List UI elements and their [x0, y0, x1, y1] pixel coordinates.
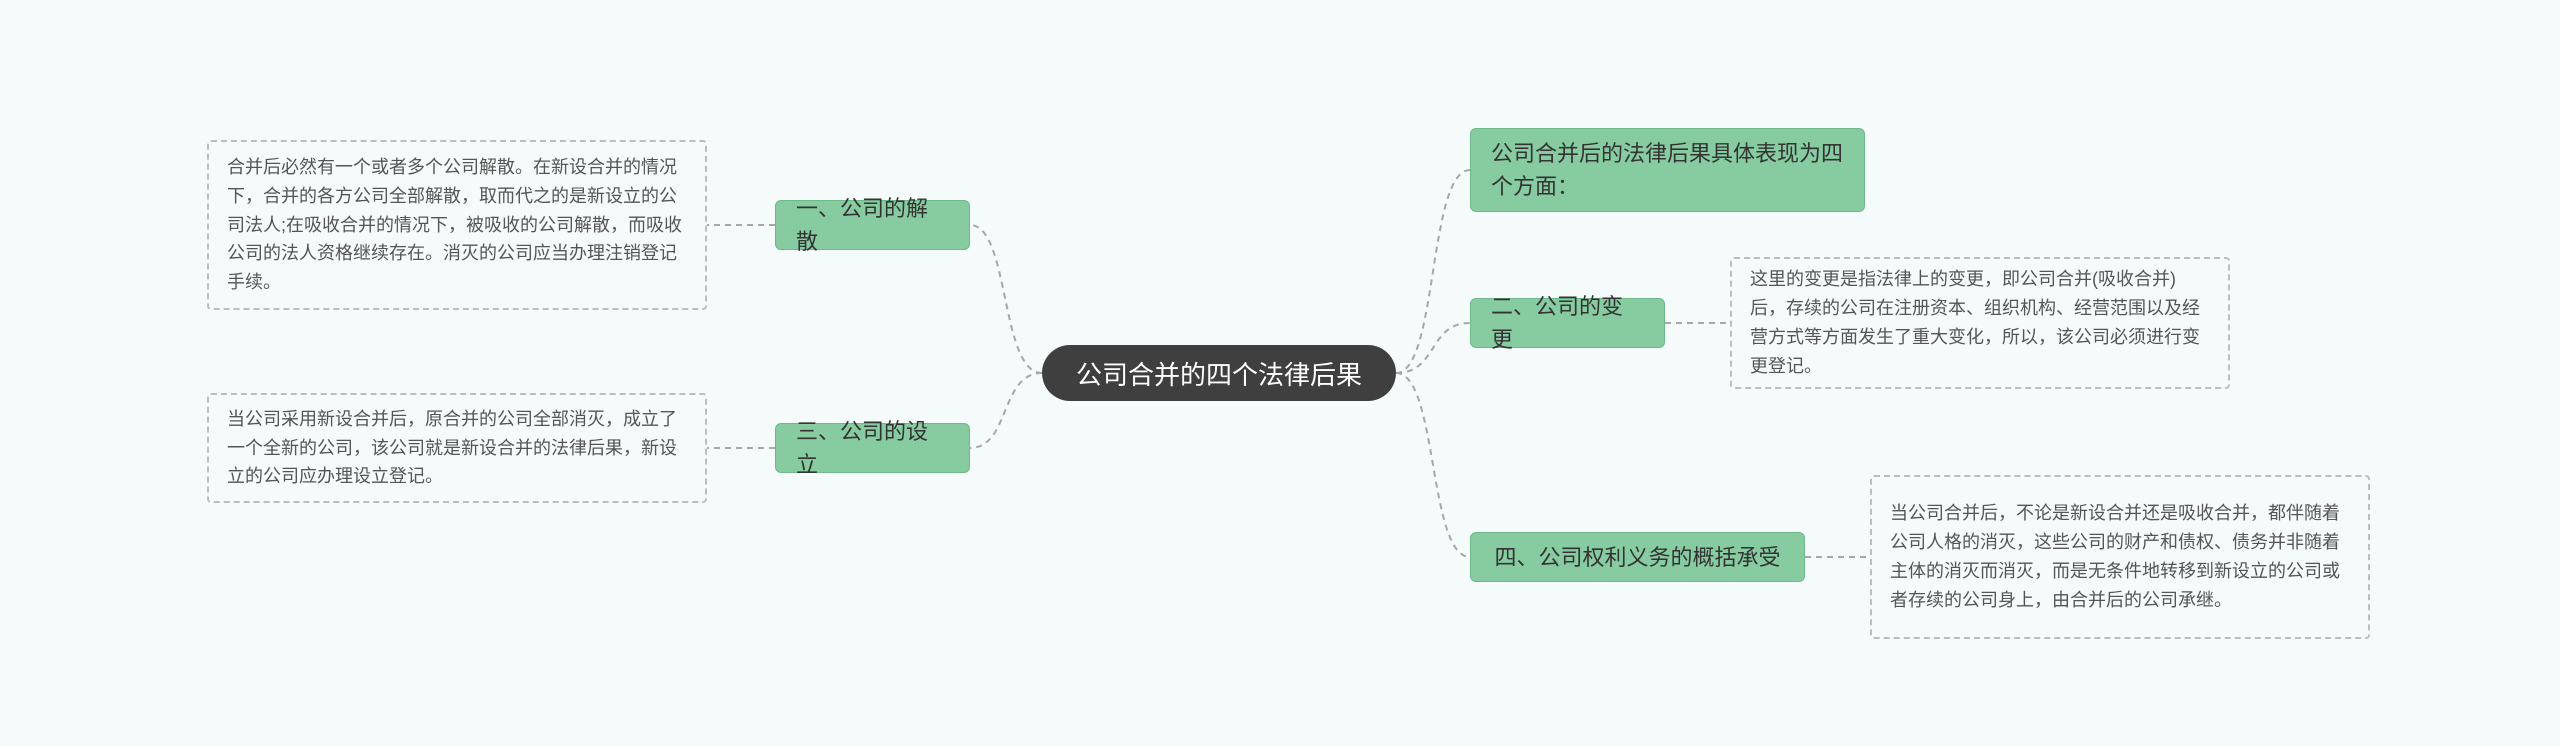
branch-3: 三、公司的设立	[775, 423, 970, 473]
branch-4-label: 四、公司权利义务的概括承受	[1494, 541, 1780, 574]
branch-intro-label: 公司合并后的法律后果具体表现为四个方面：	[1491, 137, 1844, 203]
leaf-4: 当公司合并后，不论是新设合并还是吸收合并，都伴随着公司人格的消灭，这些公司的财产…	[1870, 475, 2370, 639]
leaf-2: 这里的变更是指法律上的变更，即公司合并(吸收合并)后，存续的公司在注册资本、组织…	[1730, 257, 2230, 389]
branch-1: 一、公司的解散	[775, 200, 970, 250]
branch-intro: 公司合并后的法律后果具体表现为四个方面：	[1470, 128, 1865, 212]
leaf-1: 合并后必然有一个或者多个公司解散。在新设合并的情况下，合并的各方公司全部解散，取…	[207, 140, 707, 310]
branch-2: 二、公司的变更	[1470, 298, 1665, 348]
root-node: 公司合并的四个法律后果	[1042, 345, 1396, 401]
branch-1-label: 一、公司的解散	[796, 192, 949, 258]
leaf-4-text: 当公司合并后，不论是新设合并还是吸收合并，都伴随着公司人格的消灭，这些公司的财产…	[1890, 499, 2350, 614]
leaf-1-text: 合并后必然有一个或者多个公司解散。在新设合并的情况下，合并的各方公司全部解散，取…	[227, 153, 687, 297]
leaf-3: 当公司采用新设合并后，原合并的公司全部消灭，成立了一个全新的公司，该公司就是新设…	[207, 393, 707, 503]
leaf-3-text: 当公司采用新设合并后，原合并的公司全部消灭，成立了一个全新的公司，该公司就是新设…	[227, 405, 687, 491]
root-label: 公司合并的四个法律后果	[1076, 355, 1362, 392]
branch-2-label: 二、公司的变更	[1491, 290, 1644, 356]
branch-4: 四、公司权利义务的概括承受	[1470, 532, 1805, 582]
leaf-2-text: 这里的变更是指法律上的变更，即公司合并(吸收合并)后，存续的公司在注册资本、组织…	[1750, 265, 2210, 380]
branch-3-label: 三、公司的设立	[796, 415, 949, 481]
